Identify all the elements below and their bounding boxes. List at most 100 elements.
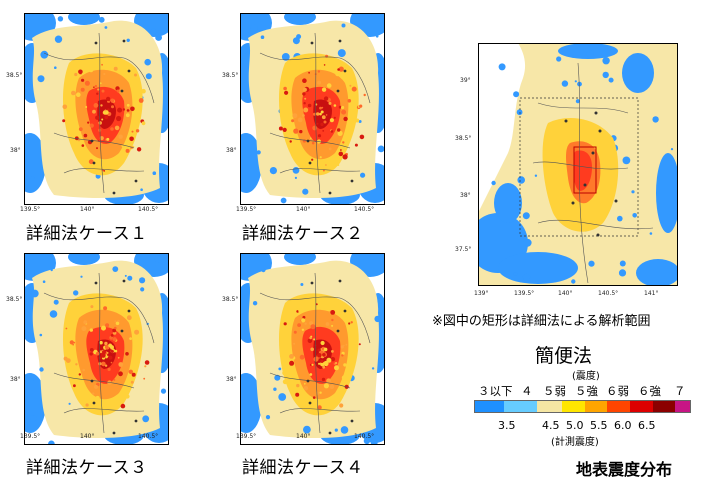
level-label: ４ <box>521 384 533 398</box>
intensity-texture <box>95 351 100 356</box>
intensity-texture <box>339 403 344 408</box>
low-intensity-speck <box>140 188 143 191</box>
measured-intensity-title: (計測震度) <box>551 437 599 448</box>
intensity-colorbar <box>474 400 691 413</box>
simple-map-panel <box>478 43 678 286</box>
intensity-texture <box>118 362 124 367</box>
low-intensity-speck <box>30 415 37 422</box>
intensity-texture <box>111 105 114 109</box>
low-intensity-speck <box>577 81 582 87</box>
intensity-texture <box>103 72 106 76</box>
xtick: 140° <box>558 290 573 297</box>
low-intensity-speck <box>54 35 63 43</box>
intensity-texture <box>278 126 283 131</box>
low-intensity-area <box>240 133 262 193</box>
intensity-texture <box>106 137 110 141</box>
intensity-texture <box>310 137 312 139</box>
intensity-texture <box>99 82 102 85</box>
low-intensity-speck <box>371 367 375 370</box>
low-intensity-speck <box>30 176 35 181</box>
intensity-texture <box>78 127 83 131</box>
intensity-texture <box>118 397 122 401</box>
intensity-texture <box>74 136 79 141</box>
colorbar-segment <box>630 401 653 412</box>
intensity-texture <box>82 368 85 372</box>
intensity-texture <box>340 345 344 349</box>
low-intensity-speck <box>371 13 376 18</box>
intensity-texture <box>323 297 328 301</box>
intensity-texture <box>321 115 326 120</box>
intensity-texture <box>296 383 300 388</box>
map-panel-case1 <box>24 13 169 205</box>
colorbar-segment <box>675 401 690 412</box>
low-intensity-speck <box>602 71 609 79</box>
low-intensity-speck <box>127 275 133 281</box>
city-marker <box>92 401 96 405</box>
intensity-texture <box>331 324 334 327</box>
intensity-texture <box>303 102 306 105</box>
intensity-texture <box>90 305 94 309</box>
low-intensity-speck <box>517 176 525 184</box>
level-label: ３以下 <box>478 384 513 398</box>
level-label: ６強 <box>638 384 661 398</box>
intensity-texture <box>81 144 85 147</box>
intensity-texture <box>338 105 342 109</box>
intensity-texture <box>85 106 88 108</box>
intensity-texture <box>141 88 146 94</box>
low-intensity-speck <box>280 197 287 204</box>
intensity-texture <box>333 104 337 107</box>
xtick: 140.5° <box>138 206 159 213</box>
intensity-texture <box>282 127 287 132</box>
city-marker <box>308 161 312 165</box>
intensity-texture <box>317 134 322 138</box>
intensity-texture <box>99 340 103 345</box>
intensity-texture <box>309 336 312 340</box>
intensity-texture <box>112 337 117 342</box>
intensity-texture <box>99 136 104 141</box>
intensity-texture <box>319 106 322 110</box>
low-intensity-speck <box>260 35 265 39</box>
low-intensity-speck <box>334 428 338 432</box>
low-intensity-speck <box>617 215 623 222</box>
low-intensity-speck <box>261 267 266 273</box>
low-intensity-speck <box>622 156 631 165</box>
intensity-texture <box>318 362 321 365</box>
level-label: ５強 <box>575 384 598 398</box>
intensity-texture <box>78 69 83 75</box>
low-intensity-speck <box>340 426 349 434</box>
low-intensity-speck <box>240 47 248 54</box>
low-intensity-speck <box>57 16 64 22</box>
low-intensity-speck <box>652 116 659 123</box>
intensity-texture <box>114 349 118 353</box>
intensity-texture <box>341 351 345 355</box>
xtick: 140.5° <box>354 433 375 440</box>
intensity-texture <box>281 329 284 332</box>
intensity-texture <box>95 395 100 401</box>
city-marker <box>92 161 96 165</box>
figure-title: 地表震度分布 <box>576 460 673 479</box>
low-intensity-speck <box>274 374 281 381</box>
low-intensity-speck <box>523 238 532 247</box>
intensity-texture <box>338 151 344 157</box>
low-intensity-speck <box>112 266 119 272</box>
intensity-texture <box>99 350 103 354</box>
intensity-texture <box>129 337 132 340</box>
intensity-texture <box>347 99 352 103</box>
intensity-texture <box>98 128 102 132</box>
intensity-texture <box>343 116 348 122</box>
intensity-texture <box>141 121 146 126</box>
intensity-texture <box>321 377 326 382</box>
city-marker <box>614 199 618 203</box>
map-frame <box>240 253 385 445</box>
intensity-texture <box>315 303 318 306</box>
intensity-texture <box>108 100 110 103</box>
ytick: 39° <box>460 77 471 84</box>
intensity-texture <box>104 341 108 346</box>
ytick: 38.5° <box>6 296 23 303</box>
intensity-texture <box>342 154 348 160</box>
intensity-texture <box>126 109 130 112</box>
intensity-texture <box>117 356 120 359</box>
city-marker <box>306 139 310 143</box>
intensity-texture <box>292 113 298 119</box>
intensity-texture <box>358 343 361 346</box>
